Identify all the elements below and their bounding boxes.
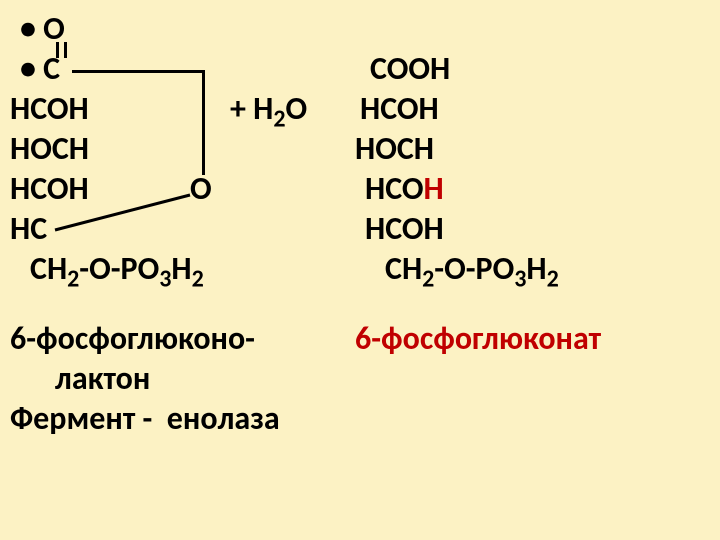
right-line-7: CH2-O-PO3H2 (385, 250, 559, 288)
left-line-3: HCOH (10, 90, 89, 128)
left-line-7: CH2-O-PO3H2 (30, 250, 204, 288)
right-line-3: HOCH (355, 130, 434, 168)
enzyme-label: Фермент - енолаза (10, 400, 280, 438)
right-line-4: HCOH (365, 170, 444, 208)
ring-right (202, 70, 205, 175)
right-line-5: HCOH (365, 210, 444, 248)
right-line-2: HCOH (360, 90, 439, 128)
slide: O C HCOH HOCH HCOH O HC CH2-O-PO3H2 + H2… (0, 0, 720, 540)
ring-diagonal (50, 190, 200, 240)
right-line-1: COOH (370, 50, 450, 88)
left-name-line1: 6-фосфоглюконо- (10, 320, 255, 358)
left-line-6: HC (10, 210, 47, 248)
left-line-4: HOCH (10, 130, 89, 168)
left-line-2: C (20, 50, 60, 88)
dblbond-2 (64, 42, 67, 58)
ring-top (72, 70, 205, 73)
right-name: 6-фосфоглюконат (355, 320, 601, 358)
dblbond-1 (56, 42, 59, 58)
reagent-h2o: + H2O (230, 90, 307, 128)
left-name-line2: лактон (55, 360, 150, 398)
